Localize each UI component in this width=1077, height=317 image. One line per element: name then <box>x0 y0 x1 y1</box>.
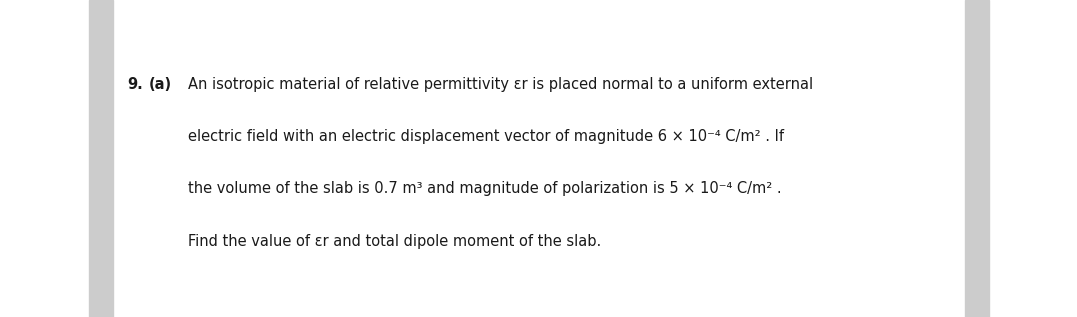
Text: Find the value of εr and total dipole moment of the slab.: Find the value of εr and total dipole mo… <box>188 234 602 249</box>
Bar <box>89 0 113 317</box>
Text: 9.: 9. <box>127 77 143 92</box>
Text: the volume of the slab is 0.7 m³ and magnitude of polarization is 5 × 10⁻⁴ C/m² : the volume of the slab is 0.7 m³ and mag… <box>188 181 782 196</box>
Bar <box>965 0 989 317</box>
Text: electric field with an electric displacement vector of magnitude 6 × 10⁻⁴ C/m² .: electric field with an electric displace… <box>188 129 784 144</box>
Text: (a): (a) <box>149 77 171 92</box>
Text: An isotropic material of relative permittivity εr is placed normal to a uniform : An isotropic material of relative permit… <box>188 77 813 92</box>
